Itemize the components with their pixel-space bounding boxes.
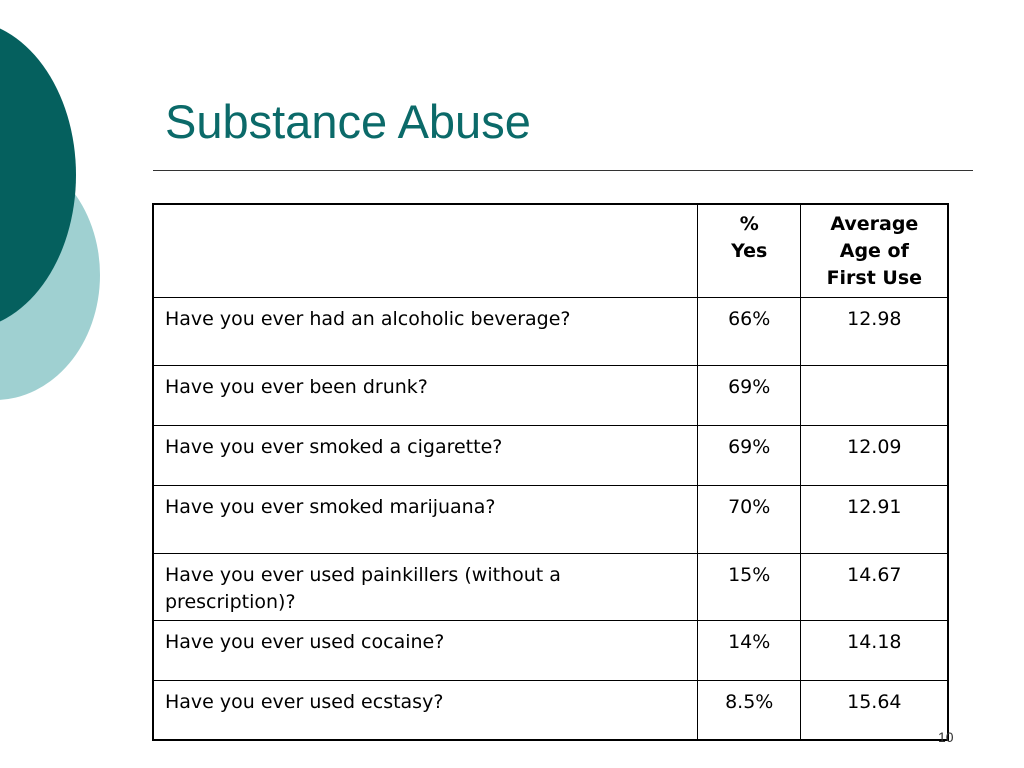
question-cell: Have you ever smoked a cigarette? (152, 424, 698, 486)
table-row: Have you ever had an alcoholic beverage?… (152, 296, 949, 366)
question-cell: Have you ever had an alcoholic beverage? (152, 296, 698, 366)
header-average-age-line1: Average (830, 213, 919, 235)
page-number: 10 (938, 729, 954, 745)
percent-yes-cell: 69% (696, 364, 801, 426)
average-age-cell (799, 364, 949, 426)
average-age-cell: 14.18 (799, 619, 949, 681)
table-row: Have you ever used ecstasy? 8.5% 15.64 (152, 679, 949, 741)
header-percent-yes-line1: % (739, 213, 759, 235)
percent-yes-cell: 69% (696, 424, 801, 486)
question-cell: Have you ever smoked marijuana? (152, 484, 698, 554)
average-age-cell: 12.09 (799, 424, 949, 486)
header-question (152, 203, 698, 298)
percent-yes-cell: 70% (696, 484, 801, 554)
percent-yes-cell: 66% (696, 296, 801, 366)
substance-table: % Yes Average Age of First Use Have you … (152, 203, 949, 741)
table-row: Have you ever used cocaine? 14% 14.18 (152, 619, 949, 681)
table-row: Have you ever smoked a cigarette? 69% 12… (152, 424, 949, 486)
header-percent-yes-line2: Yes (731, 240, 768, 262)
average-age-cell: 12.98 (799, 296, 949, 366)
table-header-row: % Yes Average Age of First Use (152, 203, 949, 298)
question-cell: Have you ever been drunk? (152, 364, 698, 426)
percent-yes-cell: 14% (696, 619, 801, 681)
average-age-cell: 14.67 (799, 552, 949, 621)
header-average-age: Average Age of First Use (799, 203, 949, 298)
percent-yes-cell: 8.5% (696, 679, 801, 741)
table-row: Have you ever smoked marijuana? 70% 12.9… (152, 484, 949, 554)
header-percent-yes: % Yes (696, 203, 801, 298)
question-cell: Have you ever used cocaine? (152, 619, 698, 681)
header-average-age-line2: Age of (839, 240, 909, 262)
question-cell: Have you ever used painkillers (without … (152, 552, 698, 621)
question-cell: Have you ever used ecstasy? (152, 679, 698, 741)
average-age-cell: 15.64 (799, 679, 949, 741)
title-divider (153, 170, 973, 171)
average-age-cell: 12.91 (799, 484, 949, 554)
table-row: Have you ever used painkillers (without … (152, 552, 949, 621)
percent-yes-cell: 15% (696, 552, 801, 621)
header-average-age-line3: First Use (826, 267, 923, 289)
slide-title: Substance Abuse (165, 95, 531, 148)
table-row: Have you ever been drunk? 69% (152, 364, 949, 426)
